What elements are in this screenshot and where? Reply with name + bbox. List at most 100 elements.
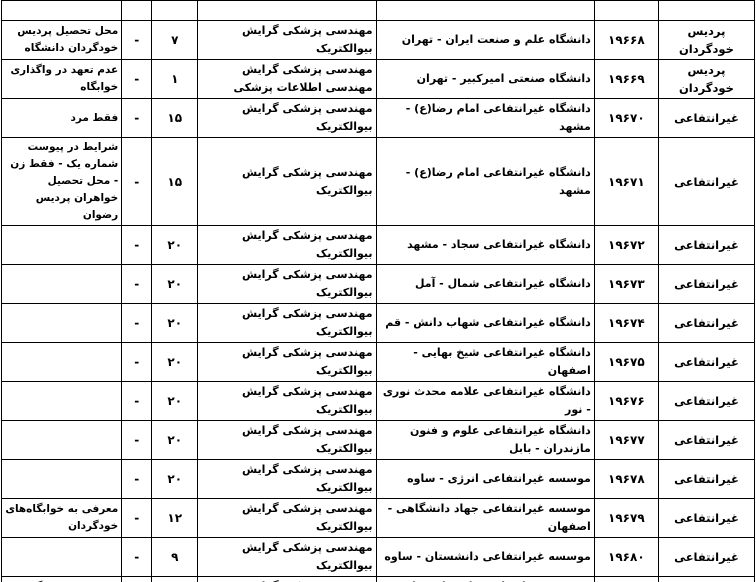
capacity-second-cell: - bbox=[121, 225, 153, 265]
university-name-cell: دانشگاه غیرانتفاعی شیخ بهایی - اصفهان bbox=[375, 342, 595, 382]
table-row: غیرانتفاعی ۱۹۶۷۱ دانشگاه غیرانتفاعی امام… bbox=[0, 137, 756, 226]
program-code-cell: ۱۹۶۷۷ bbox=[593, 420, 659, 460]
university-name-cell: موسسه غیرانتفاعی دانشستان - ساوه bbox=[375, 537, 595, 577]
program-code-cell: ۱۹۶۷۸ bbox=[593, 459, 659, 499]
major-name-cell: مهندسی پزشکی گرایش بیوالکتریک bbox=[197, 576, 377, 582]
program-code-cell: ۱۹۶۷۶ bbox=[593, 381, 659, 421]
major-name-cell: مهندسی پزشکی گرایش بیوالکتریک bbox=[197, 303, 377, 343]
sliver-cell bbox=[375, 0, 595, 21]
period-type-cell: غیرانتفاعی bbox=[657, 264, 756, 304]
program-code-cell: ۱۹۶۷۰ bbox=[593, 98, 659, 138]
capacity-second-cell: - bbox=[121, 98, 153, 138]
capacity-second-cell: - bbox=[121, 381, 153, 421]
university-name-cell: دانشگاه غیرانتفاعی سجاد - مشهد bbox=[375, 225, 595, 265]
note-cell bbox=[0, 342, 123, 382]
capacity-second-cell: - bbox=[121, 59, 153, 99]
note-cell bbox=[0, 459, 123, 499]
capacity-first-cell: ۲۰ bbox=[151, 420, 199, 460]
capacity-first-cell: ۲۰ bbox=[151, 264, 199, 304]
note-cell: معرفی به خوابگاه‌های خودگردان bbox=[0, 576, 123, 582]
program-code-cell: ۱۹۶۷۵ bbox=[593, 342, 659, 382]
capacity-first-cell: ۹ bbox=[151, 537, 199, 577]
period-type-cell: غیرانتفاعی bbox=[657, 303, 756, 343]
note-cell bbox=[0, 537, 123, 577]
university-name-cell: موسسه غیرانتفاعی جهاد دانشگاهی - اصفهان bbox=[375, 498, 595, 538]
capacity-first-cell: ۱۵ bbox=[151, 98, 199, 138]
capacity-second-cell: - bbox=[121, 20, 153, 60]
university-name-cell: دانشگاه غیرانتفاعی علوم و فنون مازندران … bbox=[375, 420, 595, 460]
program-code-cell: ۱۹۶۷۴ bbox=[593, 303, 659, 343]
university-name-cell: موسسه غیرانتفاعی انرژی - ساوه bbox=[375, 459, 595, 499]
major-name-cell: مهندسی پزشکی گرایش بیوالکتریک bbox=[197, 225, 377, 265]
sliver-cell bbox=[121, 0, 153, 21]
major-name-cell: مهندسی پزشکی گرایش بیوالکتریک bbox=[197, 98, 377, 138]
period-type-cell: غیرانتفاعی bbox=[657, 98, 756, 138]
capacity-first-cell: ۱۲ bbox=[151, 498, 199, 538]
sliver-cell bbox=[0, 0, 123, 21]
note-cell bbox=[0, 381, 123, 421]
table-row: غیرانتفاعی ۱۹۶۸۱ موسسه غیرانتفاعی راغب ا… bbox=[0, 576, 756, 582]
major-name-cell: مهندسی پزشکی گرایش بیوالکتریک bbox=[197, 420, 377, 460]
table-row: پردیس خودگردان ۱۹۶۶۹ دانشگاه صنعتی امیرک… bbox=[0, 59, 756, 99]
capacity-first-cell: ۱۰ bbox=[151, 576, 199, 582]
sliver-cell bbox=[197, 0, 377, 21]
note-cell: فقط مرد bbox=[0, 98, 123, 138]
note-cell: عدم تعهد در واگذاری خوابگاه bbox=[0, 59, 123, 99]
note-cell: معرفی به خوابگاه‌های خودگردان bbox=[0, 498, 123, 538]
note-cell bbox=[0, 225, 123, 265]
table-row: غیرانتفاعی ۱۹۶۷۰ دانشگاه غیرانتفاعی امام… bbox=[0, 98, 756, 138]
note-cell: شرایط در پیوست شماره یک - فقط زن - محل ت… bbox=[0, 137, 123, 226]
capacity-first-cell: ۱ bbox=[151, 59, 199, 99]
period-type-cell: غیرانتفاعی bbox=[657, 420, 756, 460]
major-name-cell: مهندسی پزشکی گرایش بیوالکتریک bbox=[197, 381, 377, 421]
capacity-second-cell: - bbox=[121, 264, 153, 304]
capacity-first-cell: ۲۰ bbox=[151, 342, 199, 382]
note-cell: محل تحصیل پردیس خودگردان دانشگاه bbox=[0, 20, 123, 60]
note-cell bbox=[0, 303, 123, 343]
capacity-first-cell: ۲۰ bbox=[151, 225, 199, 265]
sliver-cell bbox=[151, 0, 199, 21]
table-row: غیرانتفاعی ۱۹۶۷۴ دانشگاه غیرانتفاعی شهاب… bbox=[0, 303, 756, 343]
capacity-second-cell: - bbox=[121, 303, 153, 343]
note-cell bbox=[0, 420, 123, 460]
capacity-second-cell: - bbox=[121, 342, 153, 382]
capacity-second-cell: - bbox=[121, 498, 153, 538]
table-row: غیرانتفاعی ۱۹۶۷۹ موسسه غیرانتفاعی جهاد د… bbox=[0, 498, 756, 538]
period-type-cell: غیرانتفاعی bbox=[657, 498, 756, 538]
capacity-first-cell: ۱۵ bbox=[151, 137, 199, 226]
capacity-first-cell: ۷ bbox=[151, 20, 199, 60]
period-type-cell: غیرانتفاعی bbox=[657, 342, 756, 382]
period-type-cell: غیرانتفاعی bbox=[657, 537, 756, 577]
period-type-cell: غیرانتفاعی bbox=[657, 225, 756, 265]
program-code-cell: ۱۹۶۸۰ bbox=[593, 537, 659, 577]
capacity-first-cell: ۲۰ bbox=[151, 459, 199, 499]
table-row: غیرانتفاعی ۱۹۶۷۵ دانشگاه غیرانتفاعی شیخ … bbox=[0, 342, 756, 382]
period-type-cell: پردیس خودگردان bbox=[657, 20, 756, 60]
program-code-cell: ۱۹۶۷۲ bbox=[593, 225, 659, 265]
university-name-cell: دانشگاه صنعتی امیرکبیر - تهران bbox=[375, 59, 595, 99]
table-row: غیرانتفاعی ۱۹۶۷۳ دانشگاه غیرانتفاعی شمال… bbox=[0, 264, 756, 304]
capacity-first-cell: ۲۰ bbox=[151, 381, 199, 421]
table-row: پردیس خودگردان ۱۹۶۶۸ دانشگاه علم و صنعت … bbox=[0, 20, 756, 60]
major-name-cell: مهندسی پزشکی گرایش بیوالکتریک bbox=[197, 264, 377, 304]
major-name-cell: مهندسی پزشکی گرایش بیوالکتریک bbox=[197, 537, 377, 577]
university-name-cell: دانشگاه غیرانتفاعی شمال - آمل bbox=[375, 264, 595, 304]
major-name-cell: مهندسی پزشکی گرایش بیوالکتریک bbox=[197, 459, 377, 499]
major-name-cell: مهندسی پزشکی گرایش مهندسی اطلاعات پزشکی bbox=[197, 59, 377, 99]
university-name-cell: دانشگاه غیرانتفاعی شهاب دانش - قم bbox=[375, 303, 595, 343]
capacity-second-cell: - bbox=[121, 537, 153, 577]
capacity-second-cell: - bbox=[121, 137, 153, 226]
capacity-second-cell: - bbox=[121, 459, 153, 499]
table-top-sliver-row bbox=[0, 0, 756, 21]
university-name-cell: دانشگاه غیرانتفاعی امام رضا(ع) - مشهد bbox=[375, 98, 595, 138]
period-type-cell: غیرانتفاعی bbox=[657, 459, 756, 499]
university-name-cell: دانشگاه علم و صنعت ایران - تهران bbox=[375, 20, 595, 60]
capacity-second-cell: - bbox=[121, 420, 153, 460]
period-type-cell: غیرانتفاعی bbox=[657, 137, 756, 226]
university-name-cell: دانشگاه غیرانتفاعی علامه محدث نوری - نور bbox=[375, 381, 595, 421]
period-type-cell: پردیس خودگردان bbox=[657, 59, 756, 99]
table-row: غیرانتفاعی ۱۹۶۸۰ موسسه غیرانتفاعی دانشست… bbox=[0, 537, 756, 577]
major-name-cell: مهندسی پزشکی گرایش بیوالکتریک bbox=[197, 498, 377, 538]
major-name-cell: مهندسی پزشکی گرایش بیوالکتریک bbox=[197, 342, 377, 382]
